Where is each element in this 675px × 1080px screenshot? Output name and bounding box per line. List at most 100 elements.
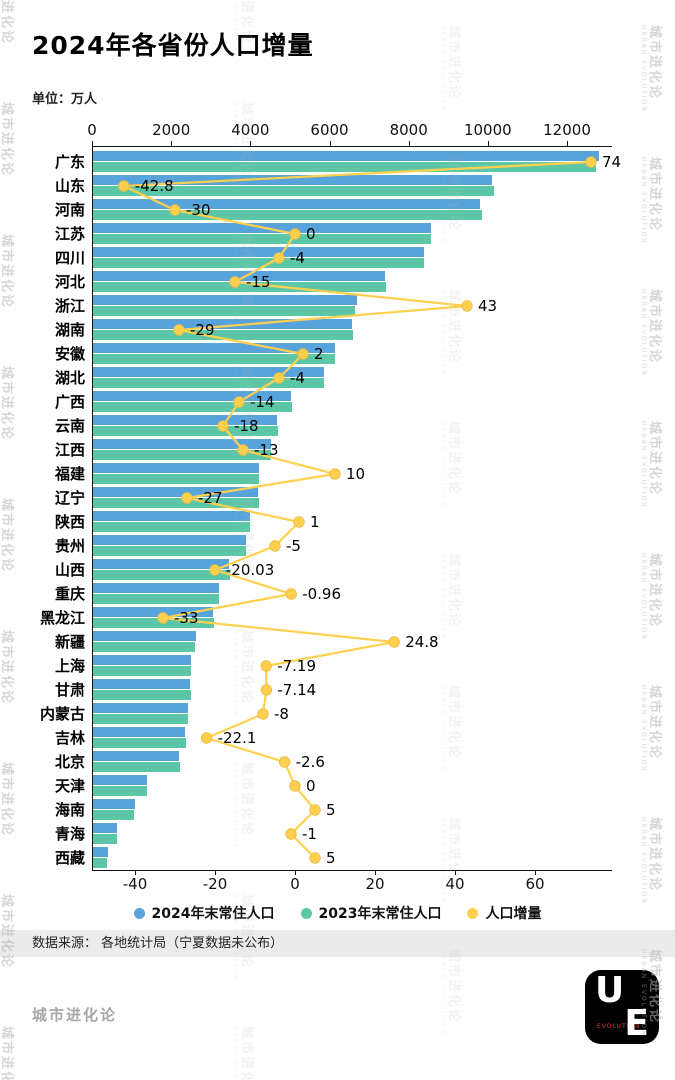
top-axis-tickmark <box>567 141 568 146</box>
legend-dot-icon <box>300 907 312 919</box>
logo-letter-u: U <box>595 970 625 1011</box>
province-label: 山东 <box>54 177 85 195</box>
bar-2024 <box>93 535 246 545</box>
top-axis-tick-label: 10000 <box>463 121 512 139</box>
increment-value-label: 0 <box>306 777 316 795</box>
bar-2024 <box>93 463 259 473</box>
top-axis-tick-label: 4000 <box>231 121 270 139</box>
increment-value-label: -7.19 <box>277 657 316 675</box>
province-label: 海南 <box>54 801 85 819</box>
increment-value-label: -22.1 <box>218 729 257 747</box>
bar-2024 <box>93 319 352 329</box>
bar-2024 <box>93 679 191 689</box>
bar-2024 <box>93 295 357 305</box>
bottom-axis-tick-label: -20 <box>202 875 228 893</box>
increment-point <box>461 300 473 312</box>
brand-text: 城市进化论 <box>32 1006 118 1024</box>
bottom-axis-tickmark <box>455 870 456 875</box>
province-label: 广西 <box>54 393 85 411</box>
increment-value-label: 43 <box>478 297 497 315</box>
bar-2024 <box>93 823 117 833</box>
bar-2023 <box>93 786 147 796</box>
bar-2023 <box>93 402 292 412</box>
chart-title: 2024年各省份人口增量 <box>32 31 314 60</box>
increment-value-label: -5 <box>286 537 301 555</box>
bottom-axis-tickmark <box>135 870 136 875</box>
increment-value-label: -20.03 <box>226 561 274 579</box>
legend-label: 人口增量 <box>485 906 542 922</box>
bar-2023 <box>93 618 215 628</box>
increment-value-label: 5 <box>326 801 336 819</box>
bar-2024 <box>93 223 431 233</box>
increment-value-label: -0.96 <box>302 585 341 603</box>
bottom-axis-tick-label: 0 <box>290 875 300 893</box>
bar-2024 <box>93 631 197 641</box>
bar-2024 <box>93 799 135 809</box>
top-axis-tickmark <box>408 141 410 146</box>
logo-letter-e: E <box>624 1003 649 1044</box>
bar-2024 <box>93 415 278 425</box>
bar-2024 <box>93 487 258 497</box>
increment-value-label: 24.8 <box>405 633 438 651</box>
legend-item: 人口增量 <box>467 903 541 923</box>
unit-label: 单位：万人 <box>32 92 98 107</box>
province-label: 新疆 <box>54 633 85 651</box>
province-label: 天津 <box>54 777 85 795</box>
bar-2023 <box>93 834 117 844</box>
increment-point <box>260 684 273 696</box>
bar-2023 <box>93 570 230 580</box>
bar-2024 <box>93 391 292 401</box>
province-label: 甘肃 <box>54 681 85 699</box>
increment-point <box>285 828 297 840</box>
province-label: 河北 <box>54 273 85 291</box>
bottom-axis-tickmark <box>295 870 296 875</box>
bar-2024 <box>93 703 188 713</box>
top-axis-tickmark <box>329 141 331 146</box>
province-label: 山西 <box>54 561 85 579</box>
bar-2023 <box>93 498 259 508</box>
logo-subtext: EVOLUTION <box>597 1023 641 1030</box>
increment-point <box>388 636 400 648</box>
bar-2023 <box>93 282 386 292</box>
bottom-axis-tickmark <box>215 870 216 875</box>
bar-2024 <box>93 175 492 185</box>
legend-dot-icon <box>133 907 145 919</box>
source-text: 数据来源： 各地统计局（宁夏数据未公布） <box>32 936 284 951</box>
bar-2024 <box>93 655 192 665</box>
bar-2023 <box>93 762 180 772</box>
increment-value-label: -2.6 <box>296 753 325 771</box>
increment-value-label: 10 <box>346 465 365 483</box>
province-label: 福建 <box>54 465 85 483</box>
bar-2024 <box>93 751 180 761</box>
bar-2024 <box>93 511 250 521</box>
top-axis-tick-label: 2000 <box>152 121 191 139</box>
top-axis-tickmark <box>487 141 489 146</box>
legend-label: 2023年末常住人口 <box>318 906 442 922</box>
bar-2023 <box>93 306 356 316</box>
bar-2023 <box>93 234 431 244</box>
province-label: 北京 <box>54 753 85 771</box>
increment-value-label: -8 <box>274 705 289 723</box>
province-label: 青海 <box>54 825 85 843</box>
increment-point <box>260 660 272 672</box>
province-label: 云南 <box>54 417 85 435</box>
top-axis-tick-label: 0 <box>87 121 97 139</box>
province-label: 浙江 <box>54 297 85 315</box>
bar-2023 <box>93 330 353 340</box>
bar-2024 <box>93 847 108 857</box>
top-axis-tickmark <box>171 141 173 146</box>
bar-2024 <box>93 199 481 209</box>
bar-2023 <box>93 858 108 868</box>
bottom-axis-tick-label: 60 <box>525 875 545 893</box>
province-label: 吉林 <box>54 729 85 747</box>
bottom-axis-tick-label: 20 <box>365 875 385 893</box>
bar-2024 <box>93 439 271 449</box>
bar-2023 <box>93 354 336 364</box>
province-label: 湖北 <box>54 369 85 387</box>
source-bar: 数据来源： 各地统计局（宁夏数据未公布） <box>0 930 675 957</box>
province-label: 江西 <box>54 441 85 459</box>
bottom-axis-tick-label: 40 <box>445 875 465 893</box>
bar-2023 <box>93 738 186 748</box>
increment-value-label: -1 <box>302 825 317 843</box>
